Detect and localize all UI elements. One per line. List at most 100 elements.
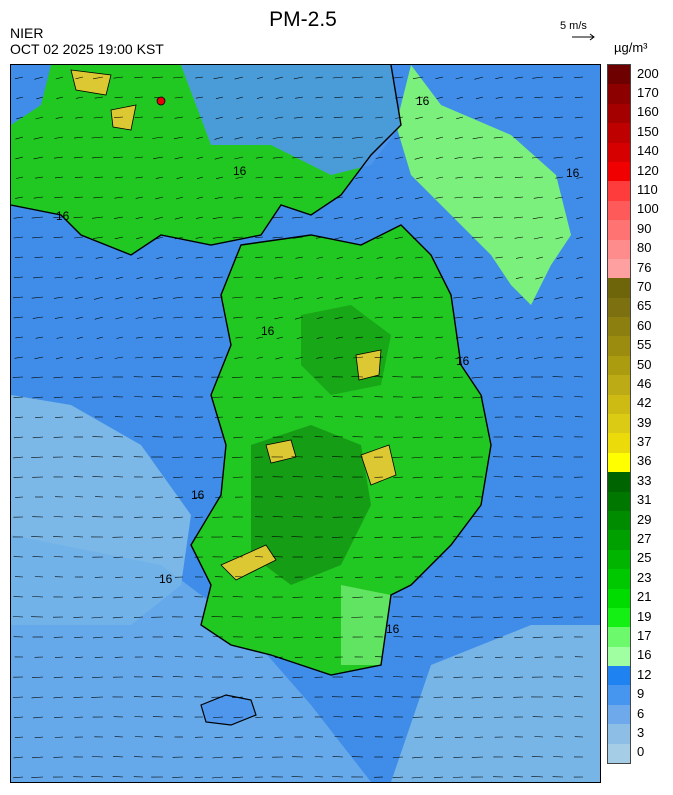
legend-label: 90 [637,220,652,236]
wind-arrow [455,336,464,339]
wind-arrow [195,656,204,658]
wind-arrow [31,376,44,379]
wind-arrow [395,156,404,160]
contour-label: 16 [56,209,70,223]
wind-arrow [35,176,44,179]
legend-label: 120 [637,162,659,178]
wind-arrow [354,416,364,418]
wind-arrow [15,136,24,140]
wind-arrow [493,716,504,718]
wind-scale-arrow-icon [572,33,595,41]
contour-label: 16 [233,164,247,178]
wind-arrow [194,456,204,458]
wind-arrow [434,436,444,439]
wind-arrow [332,156,344,159]
wind-arrow [472,236,484,239]
legend-label: 17 [637,627,652,643]
wind-arrow [34,356,44,360]
wind-arrow [235,336,244,339]
wind-arrow [395,196,404,200]
wind-arrow [471,376,484,379]
wind-arrow [573,696,584,698]
wind-arrow [374,556,384,558]
wind-arrow [315,196,324,199]
wind-arrow [314,456,324,458]
wind-arrow [452,776,464,778]
wind-arrow [15,196,24,199]
wind-arrow [472,156,484,159]
wind-arrow [374,696,384,698]
wind-arrow [331,456,344,458]
legend-label: 100 [637,201,659,217]
wind-arrow [172,536,184,539]
hotspot-southwest [220,544,277,581]
wind-arrow [295,96,304,99]
wind-arrow [291,696,304,698]
wind-arrow [496,336,504,339]
wind-arrow [392,536,404,538]
wind-arrow [314,156,324,158]
wind-arrow [472,136,484,140]
wind-arrow [73,156,84,159]
legend-swatch [608,510,630,531]
wind-arrow [455,176,464,179]
wind-arrow [34,736,44,739]
wind-arrow [454,196,464,199]
north-land-blue [181,65,401,175]
wind-arrow [315,576,324,578]
wind-arrow [134,396,144,398]
wind-arrow [495,96,504,99]
wind-arrow [434,276,444,278]
wind-arrow [155,496,164,498]
wind-arrow [516,336,524,339]
legend-swatch [608,297,630,318]
wind-arrow [412,756,424,759]
wind-arrow [376,236,384,240]
wind-arrow [196,196,204,199]
wind-arrow [274,176,284,179]
wind-arrow [255,716,264,718]
wind-arrow [573,376,584,378]
wind-arrow [352,136,364,139]
wind-arrow [135,576,144,578]
legend-swatch [608,433,630,454]
wind-arrow [135,196,144,199]
wind-arrow [232,756,244,759]
wind-arrow [436,116,444,120]
wind-arrow [34,576,44,578]
wind-arrow [255,696,264,698]
wind-arrow [75,496,84,498]
wind-arrow [94,276,104,280]
wind-arrow [33,136,44,140]
wind-arrow [392,776,404,779]
wind-arrow [55,116,64,119]
wind-arrow [256,356,264,359]
wind-arrow [415,116,424,120]
wind-arrow [114,196,124,199]
legend-swatch [608,220,630,240]
wind-arrow [493,536,504,538]
wind-arrow [332,756,344,758]
wind-arrow [116,256,124,259]
wind-arrow [393,356,404,359]
wind-arrow [315,656,324,658]
wind-arrow [356,256,364,260]
wind-arrow [414,336,424,338]
wind-arrow [574,76,584,78]
wind-arrow [315,176,324,178]
wind-arrow [13,216,24,219]
wind-arrow [392,296,404,299]
wind-arrow [94,296,104,300]
wind-arrow [352,556,364,559]
wind-arrow [114,176,124,179]
wind-arrow [376,196,384,199]
wind-arrow [234,136,244,140]
wind-arrow [155,176,164,179]
wind-arrow [232,236,244,239]
wind-arrow [91,756,104,758]
wind-arrow [471,216,484,219]
wind-arrow [75,296,84,299]
wind-arrow [472,676,484,679]
wind-arrow [495,256,504,259]
wind-arrow [556,256,564,259]
